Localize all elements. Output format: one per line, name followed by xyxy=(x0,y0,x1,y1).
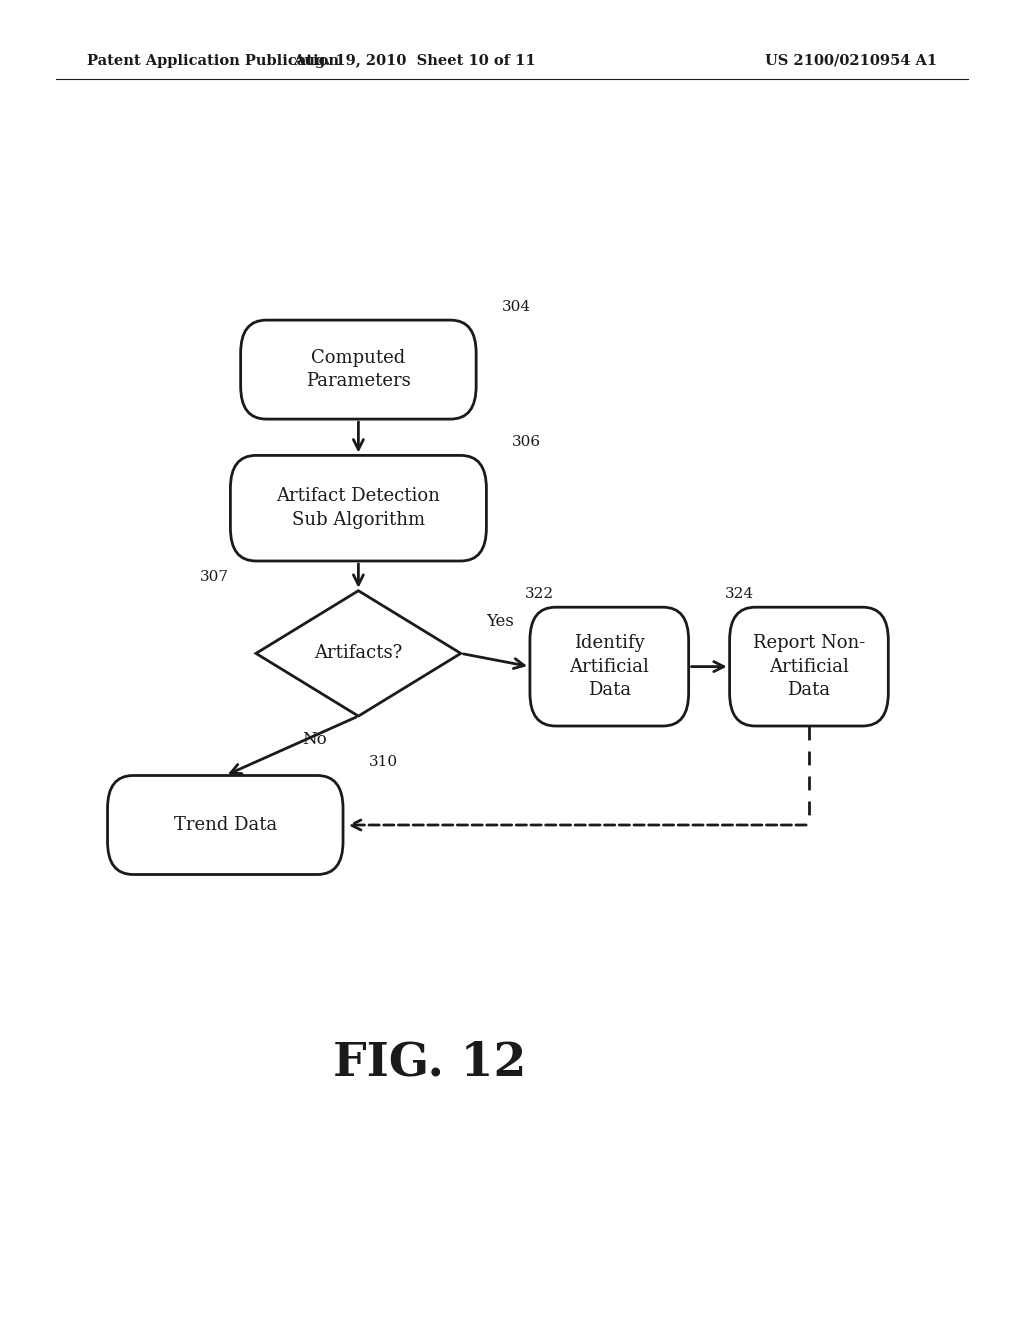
Text: Computed
Parameters: Computed Parameters xyxy=(306,348,411,391)
Text: 307: 307 xyxy=(200,570,228,583)
FancyBboxPatch shape xyxy=(230,455,486,561)
Text: 324: 324 xyxy=(725,586,754,601)
Text: Aug. 19, 2010  Sheet 10 of 11: Aug. 19, 2010 Sheet 10 of 11 xyxy=(294,54,536,67)
FancyBboxPatch shape xyxy=(729,607,889,726)
Text: Artifacts?: Artifacts? xyxy=(314,644,402,663)
Text: Artifact Detection
Sub Algorithm: Artifact Detection Sub Algorithm xyxy=(276,487,440,529)
Text: 310: 310 xyxy=(369,755,397,768)
Text: US 2100/0210954 A1: US 2100/0210954 A1 xyxy=(765,54,937,67)
Text: Report Non-
Artificial
Data: Report Non- Artificial Data xyxy=(753,634,865,700)
Text: Identify
Artificial
Data: Identify Artificial Data xyxy=(569,634,649,700)
Text: 306: 306 xyxy=(512,434,541,449)
Text: No: No xyxy=(302,731,327,747)
Text: Trend Data: Trend Data xyxy=(174,816,276,834)
Text: 304: 304 xyxy=(502,300,530,314)
FancyBboxPatch shape xyxy=(108,776,343,874)
FancyBboxPatch shape xyxy=(530,607,688,726)
Text: FIG. 12: FIG. 12 xyxy=(334,1040,526,1085)
Polygon shape xyxy=(256,591,461,715)
Text: Patent Application Publication: Patent Application Publication xyxy=(87,54,339,67)
Text: 322: 322 xyxy=(524,586,554,601)
FancyBboxPatch shape xyxy=(241,321,476,420)
Text: Yes: Yes xyxy=(486,612,514,630)
